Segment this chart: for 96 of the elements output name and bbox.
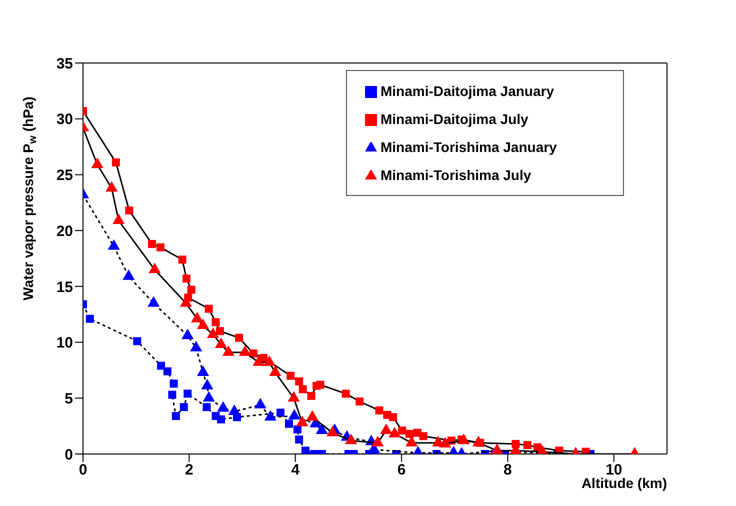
point	[206, 327, 220, 338]
point	[202, 403, 211, 412]
point	[458, 434, 470, 444]
point	[523, 441, 532, 450]
point	[298, 385, 307, 394]
point	[276, 408, 284, 417]
point	[235, 334, 244, 342]
point	[288, 409, 300, 420]
point	[201, 378, 214, 390]
point	[214, 338, 228, 348]
point	[156, 243, 165, 252]
point	[252, 355, 265, 366]
point	[398, 426, 406, 435]
legend-label: Minami-Daitojima January	[380, 82, 555, 101]
point	[389, 413, 398, 422]
x-tick-label: 4	[291, 462, 300, 479]
point	[286, 372, 295, 380]
point	[380, 424, 392, 434]
point	[316, 380, 324, 389]
legend-label: Minami-Daitojima July	[380, 110, 530, 129]
point	[216, 327, 224, 336]
point	[269, 365, 282, 376]
point	[204, 304, 213, 313]
point	[157, 362, 166, 370]
point	[191, 312, 204, 322]
point	[170, 380, 178, 388]
point	[372, 436, 384, 446]
point	[326, 426, 339, 436]
point	[178, 256, 186, 264]
point	[86, 314, 94, 323]
point	[249, 349, 258, 358]
point	[388, 426, 401, 438]
point	[180, 403, 188, 412]
point	[202, 391, 215, 402]
y-tick-label: 10	[56, 334, 73, 352]
x-tick-label: 0	[78, 462, 88, 479]
point	[301, 446, 310, 454]
y-tick-label: 25	[56, 167, 73, 184]
point	[296, 416, 308, 426]
point	[148, 240, 156, 248]
point	[345, 434, 358, 444]
point	[316, 424, 328, 434]
point	[106, 181, 118, 192]
point	[356, 397, 364, 406]
point	[184, 390, 192, 398]
point	[293, 425, 302, 434]
point	[187, 286, 196, 294]
point	[295, 435, 304, 444]
point	[122, 269, 135, 280]
point	[212, 318, 220, 326]
point	[307, 392, 316, 400]
y-tick-label: 0	[64, 446, 73, 464]
point	[419, 432, 428, 440]
legend-label: Minami-Torishima July	[380, 166, 532, 185]
point	[168, 390, 176, 399]
point	[196, 318, 210, 330]
point	[284, 420, 293, 428]
point	[112, 158, 120, 166]
point	[342, 390, 350, 398]
y-tick-label: 20	[56, 222, 73, 240]
point	[125, 206, 134, 214]
point	[217, 415, 226, 424]
point	[254, 398, 266, 408]
point	[182, 274, 191, 283]
point	[108, 239, 120, 250]
point	[439, 436, 452, 448]
point	[91, 158, 104, 168]
point	[228, 404, 240, 416]
point	[288, 391, 300, 402]
point	[264, 410, 276, 421]
point	[263, 355, 276, 366]
point	[190, 340, 202, 352]
point	[182, 328, 194, 340]
point	[295, 377, 304, 386]
y-tick-label: 35	[56, 55, 73, 72]
point	[222, 345, 235, 356]
point	[306, 410, 318, 421]
point	[217, 401, 230, 412]
point	[238, 345, 252, 356]
point	[406, 430, 414, 438]
point	[112, 214, 125, 224]
point	[196, 365, 210, 376]
point	[172, 412, 180, 420]
legend-label: Minami-Torishima January	[380, 138, 558, 157]
point	[163, 367, 172, 376]
x-tick-label: 8	[504, 462, 512, 479]
point	[148, 296, 160, 307]
y-tick-label: 5	[64, 390, 73, 408]
point	[148, 262, 161, 274]
point	[375, 406, 384, 414]
point	[472, 436, 485, 446]
x-tick-label: 2	[185, 462, 194, 479]
x-tick-label: 6	[397, 462, 406, 479]
y-tick-label: 15	[56, 278, 73, 296]
point	[133, 337, 142, 346]
y-tick-label: 30	[56, 111, 73, 128]
